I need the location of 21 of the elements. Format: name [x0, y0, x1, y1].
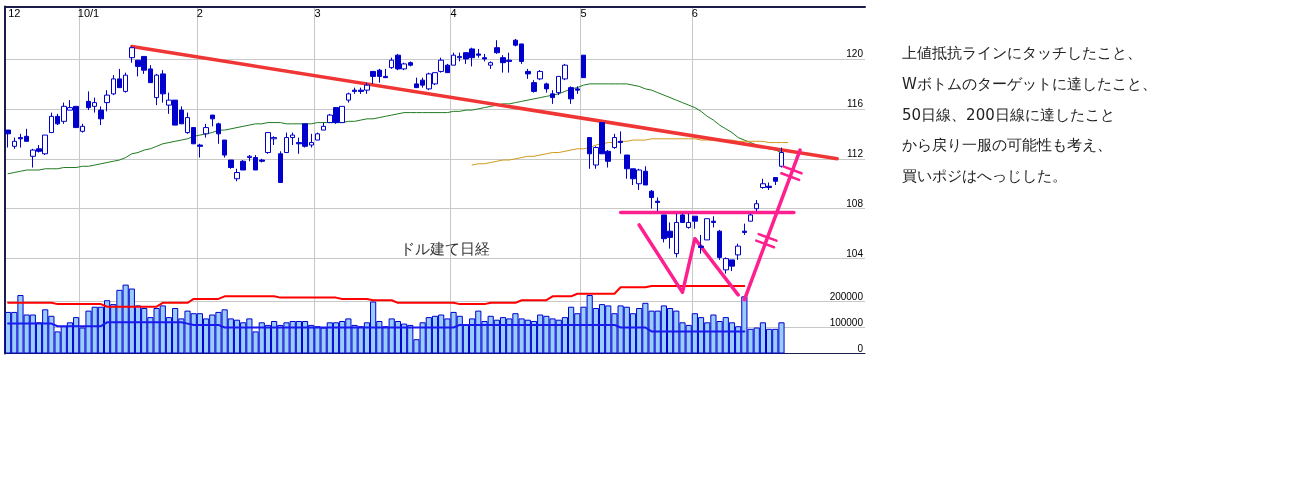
text: から戻り一服の可能性も考え、	[902, 135, 1113, 157]
text: 50日線、200日線に達したこと	[902, 104, 1116, 126]
y2-tick-label: 200000	[829, 291, 864, 303]
text: 買いポジはへっじした。	[902, 166, 1068, 188]
x-tick-label: 12	[8, 7, 21, 19]
y2-tick-label: 0	[857, 343, 864, 354]
x-tick-label: 3	[314, 7, 321, 19]
x-tick-label: 5	[580, 7, 587, 19]
y-tick-label: 120	[846, 48, 864, 60]
y-tick-label: 104	[846, 248, 864, 260]
y-tick-label: 108	[846, 198, 864, 210]
text: Wボトムのターゲットに達したこと、	[902, 73, 1157, 95]
text: 上値抵抗ラインにタッチしたこと、	[902, 43, 1143, 64]
y-tick-label: 112	[847, 148, 864, 160]
x-tick-label: 2	[196, 7, 203, 19]
x-tick-label: 4	[450, 7, 457, 19]
x-tick-label: 10/1	[77, 7, 100, 19]
y2-tick-label: 100000	[829, 317, 864, 329]
x-tick-label: 6	[691, 7, 698, 19]
y-tick-label: 116	[847, 98, 864, 110]
text: ドル建て日経	[400, 239, 490, 258]
